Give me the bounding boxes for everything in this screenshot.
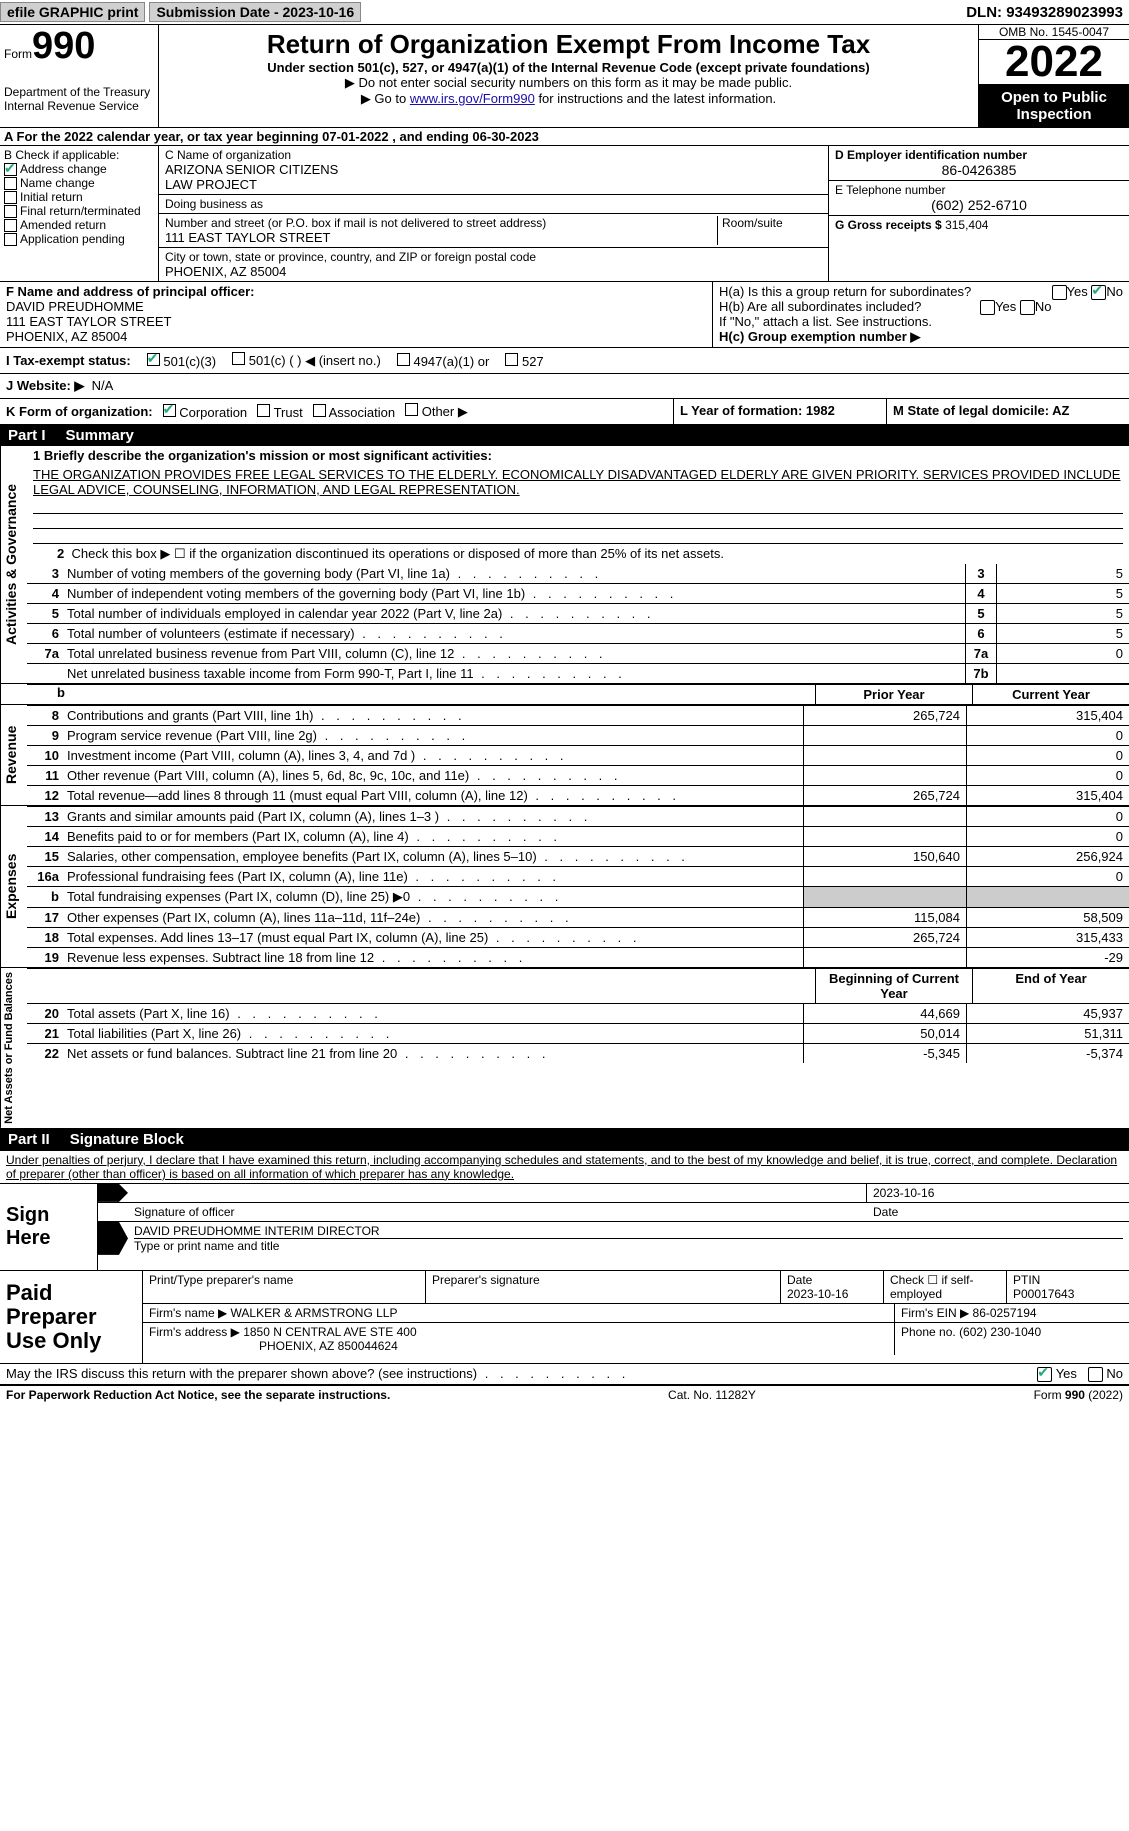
mission-text: THE ORGANIZATION PROVIDES FREE LEGAL SER… [27, 465, 1129, 499]
declaration: Under penalties of perjury, I declare th… [0, 1150, 1129, 1183]
k-year: L Year of formation: 1982 [674, 399, 887, 424]
q1: 1 Briefly describe the organization's mi… [27, 446, 1129, 465]
arrow-icon [98, 1222, 128, 1255]
checkbox-icon[interactable] [405, 403, 418, 416]
checkbox-icon[interactable] [1091, 285, 1106, 300]
subdate-label: Submission Date - [156, 4, 282, 20]
data-line: 19Revenue less expenses. Subtract line 1… [27, 947, 1129, 967]
data-line: 13Grants and similar amounts paid (Part … [27, 806, 1129, 826]
data-line: 22Net assets or fund balances. Subtract … [27, 1043, 1129, 1063]
checkbox-icon[interactable] [1088, 1367, 1103, 1382]
part2-header: Part IISignature Block [0, 1129, 1129, 1150]
checkbox-icon[interactable] [4, 163, 17, 176]
data-line: bTotal fundraising expenses (Part IX, co… [27, 886, 1129, 907]
data-line: 18Total expenses. Add lines 13–17 (must … [27, 927, 1129, 947]
side-netassets: Net Assets or Fund Balances [0, 968, 27, 1128]
q2: 2 Check this box ▶ ☐ if the organization… [27, 544, 1129, 564]
summary-line: 4Number of independent voting members of… [27, 583, 1129, 603]
data-line: 14Benefits paid to or for members (Part … [27, 826, 1129, 846]
summary-line: Net unrelated business taxable income fr… [27, 663, 1129, 683]
data-line: 15Salaries, other compensation, employee… [27, 846, 1129, 866]
side-revenue: Revenue [0, 705, 27, 805]
checkbox-icon[interactable] [397, 353, 410, 366]
data-line: 10Investment income (Part VIII, column (… [27, 745, 1129, 765]
checkbox-icon[interactable] [1052, 285, 1067, 300]
data-line: 20Total assets (Part X, line 16)44,66945… [27, 1003, 1129, 1023]
footer: For Paperwork Reduction Act Notice, see … [0, 1386, 1129, 1404]
summary-line: 7aTotal unrelated business revenue from … [27, 643, 1129, 663]
form-title: Return of Organization Exempt From Incom… [167, 29, 970, 60]
checkbox-icon[interactable] [313, 404, 326, 417]
website-row: J Website: ▶ N/A [0, 374, 1129, 399]
checkbox-icon[interactable] [257, 404, 270, 417]
checkbox-icon[interactable] [147, 353, 160, 366]
checkbox-icon[interactable] [4, 219, 17, 232]
data-line: 8Contributions and grants (Part VIII, li… [27, 705, 1129, 725]
data-line: 9Program service revenue (Part VIII, lin… [27, 725, 1129, 745]
subdate-value: 2023-10-16 [283, 4, 355, 20]
beg-year-hdr: Beginning of Current Year [815, 969, 972, 1003]
checkbox-icon[interactable] [163, 404, 176, 417]
data-line: 21Total liabilities (Part X, line 26)50,… [27, 1023, 1129, 1043]
summary-line: 6Total number of volunteers (estimate if… [27, 623, 1129, 643]
checkbox-icon[interactable] [232, 352, 245, 365]
title-cell: Return of Organization Exempt From Incom… [159, 25, 979, 127]
current-year-hdr: Current Year [972, 685, 1129, 704]
col-d: D Employer identification number 86-0426… [828, 146, 1129, 281]
irs-link[interactable]: www.irs.gov/Form990 [410, 91, 535, 106]
paid-preparer-label: Paid Preparer Use Only [0, 1271, 143, 1364]
tax-exempt-label: I Tax-exempt status: [6, 353, 131, 368]
data-line: 17Other expenses (Part IX, column (A), l… [27, 907, 1129, 927]
side-activities: Activities & Governance [0, 446, 27, 683]
checkbox-icon[interactable] [505, 353, 518, 366]
checkbox-icon[interactable] [4, 191, 17, 204]
end-year-hdr: End of Year [972, 969, 1129, 1003]
submission-date-button[interactable]: Submission Date - 2023-10-16 [149, 2, 361, 22]
col-b: B Check if applicable: Address change Na… [0, 146, 159, 281]
checkbox-icon[interactable] [4, 205, 17, 218]
row-a: A For the 2022 calendar year, or tax yea… [0, 128, 1129, 146]
checkbox-icon[interactable] [1020, 300, 1035, 315]
checkbox-icon[interactable] [4, 177, 17, 190]
k-form-org: K Form of organization: Corporation Trus… [0, 399, 674, 424]
k-state: M State of legal domicile: AZ [887, 399, 1129, 424]
data-line: 16aProfessional fundraising fees (Part I… [27, 866, 1129, 886]
summary-line: 3Number of voting members of the governi… [27, 564, 1129, 583]
col-c: C Name of organization ARIZONA SENIOR CI… [159, 146, 828, 281]
checkbox-icon[interactable] [1037, 1367, 1052, 1382]
dln: DLN: 93493289023993 [966, 4, 1129, 21]
col-f: F Name and address of principal officer:… [0, 282, 713, 347]
year-cell: OMB No. 1545-0047 2022 Open to Public In… [979, 25, 1129, 127]
efile-button[interactable]: efile GRAPHIC print [0, 2, 145, 22]
sign-here-label: Sign Here [0, 1184, 98, 1270]
checkbox-icon[interactable] [980, 300, 995, 315]
col-h: H(a) Is this a group return for subordin… [713, 282, 1129, 347]
form-label-cell: Form990 Department of the Treasury Inter… [0, 25, 159, 127]
arrow-icon [98, 1184, 128, 1202]
summary-line: 5Total number of individuals employed in… [27, 603, 1129, 623]
may-discuss-row: May the IRS discuss this return with the… [0, 1364, 1129, 1386]
part1-header: Part ISummary [0, 425, 1129, 446]
checkbox-icon[interactable] [4, 233, 17, 246]
side-expenses: Expenses [0, 806, 27, 967]
prior-year-hdr: Prior Year [815, 685, 972, 704]
data-line: 12Total revenue—add lines 8 through 11 (… [27, 785, 1129, 805]
data-line: 11Other revenue (Part VIII, column (A), … [27, 765, 1129, 785]
